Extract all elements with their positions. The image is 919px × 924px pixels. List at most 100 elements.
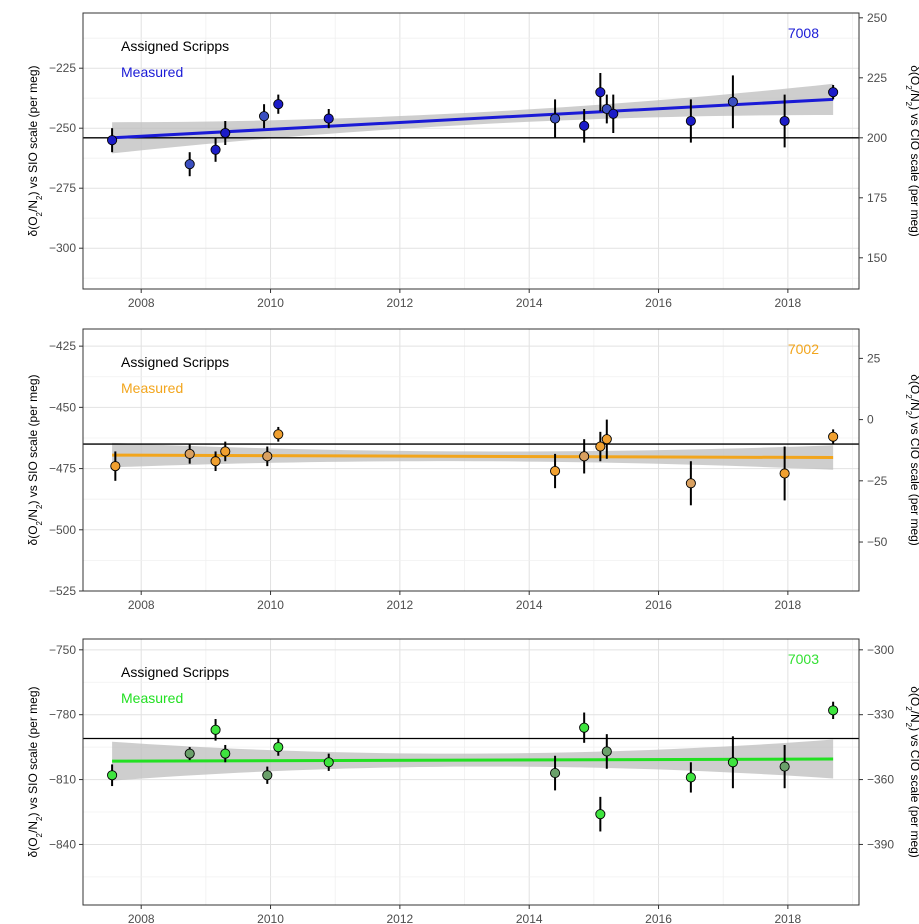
data-point (262, 446, 273, 467)
point-marker (273, 429, 284, 440)
point-marker (579, 120, 590, 131)
point-marker (184, 748, 195, 759)
x-tick-label: 2012 (387, 296, 414, 310)
point-marker (273, 99, 284, 110)
data-point (184, 152, 195, 177)
y-axis-title-right: δ(O2/N2) vs CIO scale (per meg) (905, 374, 919, 546)
legend-measured: Measured (121, 64, 183, 80)
point-marker (579, 722, 590, 733)
data-point (210, 137, 221, 162)
point-marker (595, 441, 606, 452)
point-marker (184, 159, 195, 170)
y-tick-label-right: 25 (867, 351, 881, 365)
y-axis-title-left: δ(O2/N2) vs SIO scale (per meg) (26, 66, 44, 237)
data-point (273, 94, 284, 114)
plot-area (83, 701, 859, 832)
data-point (184, 747, 195, 761)
y-tick-label-right: −50 (867, 535, 888, 549)
point-marker (828, 705, 839, 716)
point-marker (828, 431, 839, 442)
cylinder-id: 7008 (788, 25, 819, 41)
x-tick-label: 2018 (775, 296, 802, 310)
x-tick-label: 2018 (775, 598, 802, 612)
y-tick-label-left: −525 (49, 584, 76, 598)
y-tick-label-left: −250 (49, 121, 76, 135)
y-tick-label-right: 250 (867, 11, 887, 25)
x-tick-label: 2016 (645, 912, 672, 924)
data-point (550, 755, 561, 791)
data-point (220, 121, 231, 145)
x-tick-label: 2014 (516, 912, 543, 924)
data-point (107, 764, 118, 787)
data-point (273, 738, 284, 756)
data-point (220, 441, 231, 462)
measured-fit-line (112, 453, 834, 460)
y-tick-label-left: −225 (49, 61, 76, 75)
data-point (184, 444, 195, 464)
y-tick-label-right: 175 (867, 191, 887, 205)
point-marker (550, 465, 561, 477)
data-point (601, 419, 612, 459)
y-tick-label-left: −840 (49, 837, 76, 851)
panel-border (82, 328, 860, 592)
data-point (579, 712, 590, 743)
point-marker (550, 768, 561, 779)
data-point (110, 451, 121, 481)
x-tick-label: 2018 (775, 912, 802, 924)
x-tick-label: 2010 (257, 598, 284, 612)
point-marker (579, 451, 590, 462)
point-marker (184, 448, 195, 459)
point-marker (550, 113, 561, 124)
y-tick-label-left: −300 (49, 241, 76, 255)
point-marker (262, 770, 273, 781)
panel-7008: 2008 2010 2012 2014 2016 2018 −225 −250 −275 −300… (26, 11, 919, 310)
data-point (259, 104, 270, 129)
data-point (262, 766, 273, 784)
y-tick-label-right: 225 (867, 71, 887, 85)
x-tick-label: 2010 (257, 912, 284, 924)
y-tick-label-right: −330 (867, 708, 894, 722)
point-marker (210, 724, 221, 735)
y-tick-label-left: −780 (49, 708, 76, 722)
point-marker (608, 108, 619, 119)
point-marker (259, 111, 270, 122)
point-marker (601, 746, 612, 757)
plot-area (83, 419, 859, 506)
panel-border (82, 638, 860, 906)
data-point (828, 429, 839, 445)
point-marker (779, 468, 790, 479)
point-marker (220, 446, 231, 457)
data-point (323, 109, 334, 129)
data-point (685, 99, 696, 143)
data-point (210, 719, 221, 741)
measured-fit-line (112, 757, 834, 763)
y-tick-label-left: −425 (49, 339, 76, 353)
x-tick-label: 2016 (645, 598, 672, 612)
data-point (595, 796, 606, 832)
data-point (608, 94, 619, 133)
legend-assigned-scripps: Assigned Scripps (121, 354, 229, 370)
data-point (779, 94, 790, 148)
legend-measured: Measured (121, 690, 183, 706)
x-tick-label: 2014 (516, 296, 543, 310)
point-marker (779, 115, 790, 127)
legend-assigned-scripps: Assigned Scripps (121, 664, 229, 680)
data-point (828, 85, 839, 100)
x-tick-label: 2010 (257, 296, 284, 310)
y-tick-label-left: −810 (49, 773, 76, 787)
point-marker (273, 742, 284, 753)
y-tick-label-right: 150 (867, 251, 887, 265)
y-tick-label-left: −450 (49, 400, 76, 414)
point-marker (107, 770, 118, 781)
data-point (323, 753, 334, 771)
point-marker (595, 87, 606, 98)
y-axis-title-right: δ(O2/N2) vs CIO scale (per meg) (905, 686, 919, 858)
data-point (601, 734, 612, 769)
panel-7003: 2008 2010 2012 2014 2016 2018 −750 −780 −810 −840… (26, 638, 919, 924)
y-tick-label-right: −390 (867, 837, 894, 851)
data-point (579, 439, 590, 474)
y-tick-label-left: −275 (49, 181, 76, 195)
legend-measured: Measured (121, 380, 183, 396)
point-marker (107, 135, 118, 146)
point-marker (685, 772, 696, 783)
